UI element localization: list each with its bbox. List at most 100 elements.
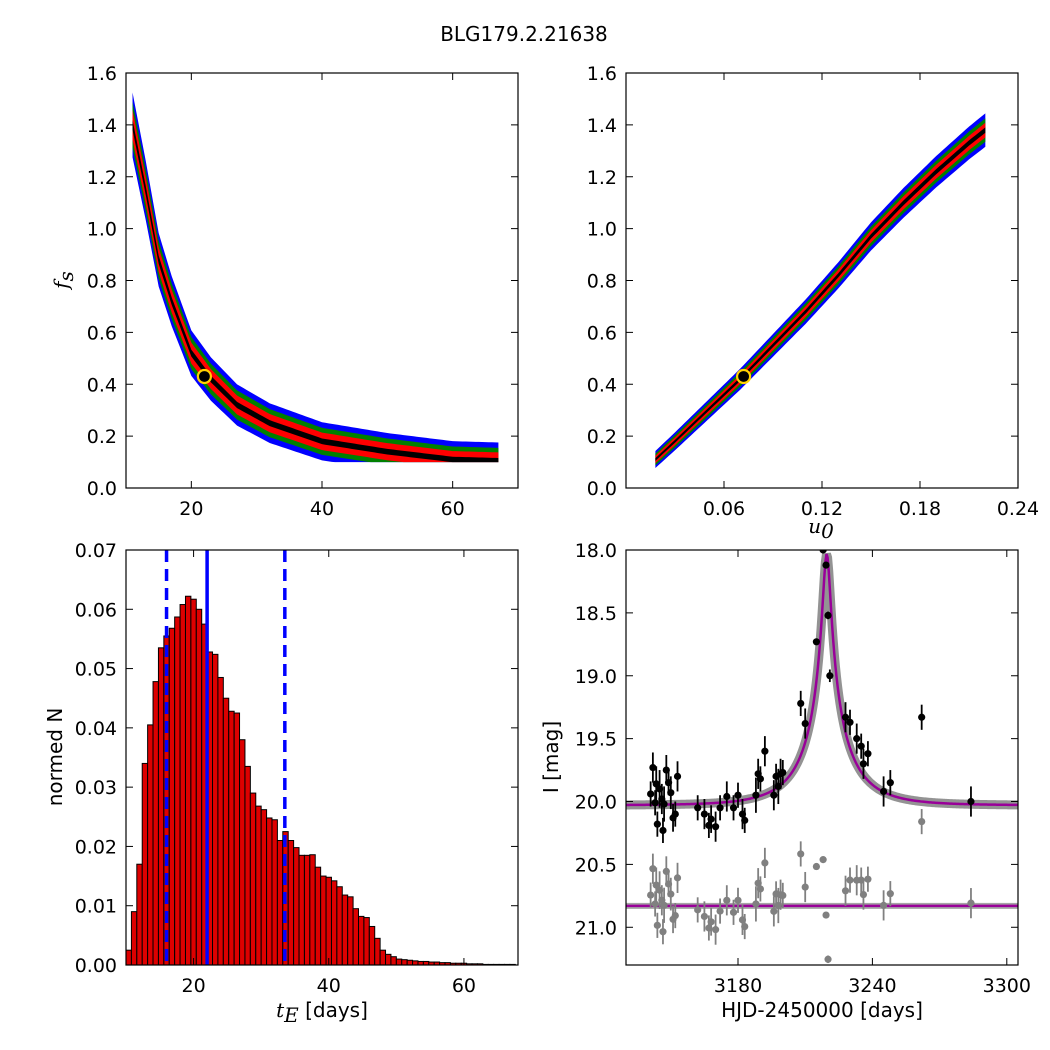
residual-point bbox=[761, 859, 769, 867]
x-tick-label: 20 bbox=[181, 975, 205, 997]
x-tick-label: 3180 bbox=[714, 975, 762, 997]
residual-point bbox=[723, 896, 731, 904]
histogram-bar bbox=[336, 886, 343, 966]
histogram-bar bbox=[184, 595, 192, 966]
histogram-bar bbox=[298, 854, 305, 966]
histogram-bar bbox=[266, 817, 273, 966]
data-point bbox=[779, 768, 787, 777]
y-tick-label: 1.6 bbox=[587, 63, 617, 85]
panel-tE-histogram: 20 40 60 0.00 0.01 0.02 0.03 0.04 0.05 0.06 0.07 no… bbox=[43, 540, 519, 1027]
x-tick-label: 40 bbox=[317, 975, 341, 997]
residual-point bbox=[918, 817, 926, 826]
data-point bbox=[673, 772, 682, 780]
y-tick-label: 0.4 bbox=[587, 374, 617, 396]
residual-point bbox=[660, 901, 668, 909]
data-point bbox=[671, 810, 679, 818]
data-point bbox=[659, 826, 667, 835]
y-tick-label: 0.0 bbox=[587, 478, 617, 500]
data-point bbox=[752, 791, 760, 799]
residual-point bbox=[647, 891, 655, 899]
y-tick-label: 0.6 bbox=[587, 322, 617, 344]
data-point bbox=[734, 791, 742, 799]
posterior-mid bbox=[132, 101, 499, 463]
histogram-bar bbox=[125, 949, 132, 966]
residual-point bbox=[819, 856, 827, 864]
y-tick-label: 19.5 bbox=[575, 729, 617, 751]
y-axis-label: I [mag] bbox=[539, 721, 563, 793]
data-point bbox=[667, 789, 675, 797]
y-tick-label: 1.0 bbox=[587, 219, 617, 241]
residual-point bbox=[770, 907, 778, 915]
posterior-core bbox=[655, 127, 986, 461]
data-point bbox=[918, 713, 926, 721]
residual-point bbox=[734, 896, 742, 904]
y-tick-label: 0.4 bbox=[87, 374, 117, 396]
histogram-bar bbox=[293, 847, 300, 966]
x-tick-label: 60 bbox=[452, 975, 476, 997]
residual-point bbox=[651, 900, 659, 908]
histogram-bar bbox=[228, 710, 235, 966]
histogram-bar bbox=[179, 604, 186, 966]
data-point bbox=[967, 797, 975, 806]
y-axis-label: fs bbox=[49, 271, 78, 291]
posterior-inner bbox=[132, 110, 499, 463]
data-point bbox=[801, 719, 809, 728]
y-tick-label: 18.0 bbox=[575, 540, 617, 562]
x-axis-label: HJD-2450000 [days] bbox=[721, 998, 923, 1022]
panel-fs-vs-u0: 0.06 0.12 0.18 0.24 0.0 0.2 0.4 0.6 0.8 1.0 1.2 1.4… bbox=[587, 63, 1039, 543]
histogram-bar bbox=[287, 840, 295, 966]
y-tick-label: 20.5 bbox=[575, 854, 617, 876]
data-point bbox=[729, 804, 738, 812]
data-point bbox=[700, 810, 709, 818]
data-point bbox=[880, 787, 888, 796]
residual-point bbox=[671, 911, 679, 920]
histogram-bar bbox=[168, 627, 176, 966]
axes-frame bbox=[625, 549, 1019, 966]
x-tick-label: 0.24 bbox=[997, 498, 1039, 520]
histogram-bar bbox=[406, 959, 414, 966]
y-tick-label: 0.06 bbox=[75, 599, 117, 621]
histogram-bar bbox=[390, 956, 397, 966]
x-tick-label: 60 bbox=[441, 498, 465, 520]
posterior-outer bbox=[132, 92, 499, 463]
y-tick-label: 0.05 bbox=[75, 659, 117, 681]
histogram-bar bbox=[363, 917, 370, 966]
data-point bbox=[694, 804, 702, 812]
y-tick-label: 1.0 bbox=[87, 219, 117, 241]
x-tick-label: 0.18 bbox=[899, 498, 941, 520]
histogram-bar bbox=[157, 647, 165, 966]
y-tick-label: 20.0 bbox=[575, 792, 617, 814]
data-point bbox=[826, 672, 834, 680]
data-point bbox=[886, 779, 894, 787]
y-tick-label: 18.5 bbox=[575, 603, 617, 625]
best-fit-marker bbox=[735, 368, 752, 385]
histogram-bar bbox=[190, 598, 197, 966]
residual-point bbox=[712, 926, 720, 934]
y-axis-label: normed N bbox=[43, 708, 67, 807]
histogram-bar bbox=[222, 697, 230, 966]
histogram-bar bbox=[357, 915, 365, 966]
x-tick-label: 0.06 bbox=[703, 498, 745, 520]
y-tick-label: 1.2 bbox=[87, 167, 117, 189]
residual-point bbox=[707, 918, 715, 926]
histogram-bar bbox=[330, 880, 338, 966]
data-point bbox=[660, 800, 668, 808]
histogram-bar bbox=[401, 959, 408, 966]
x-tick-label: 3300 bbox=[983, 975, 1031, 997]
data-point bbox=[653, 820, 661, 828]
data-point bbox=[712, 823, 720, 831]
histogram-bar bbox=[276, 840, 284, 966]
y-tick-label: 1.6 bbox=[87, 63, 117, 85]
histogram-bar bbox=[395, 958, 403, 966]
y-tick-label: 0.01 bbox=[75, 896, 117, 918]
histogram-bar bbox=[271, 819, 278, 966]
best-fit-marker bbox=[196, 368, 212, 385]
histogram-bar bbox=[136, 863, 143, 966]
residual-point bbox=[812, 862, 821, 871]
y-tick-label: 0.0 bbox=[87, 478, 117, 500]
data-point bbox=[651, 799, 659, 807]
axes-frame bbox=[125, 549, 519, 966]
data-point bbox=[812, 638, 821, 646]
panel-fs-vs-tE: 20 40 60 0.0 0.2 0.4 0.6 0.8 1.0 1.2 1.4 1.6 fs bbox=[49, 63, 519, 520]
histogram-bar bbox=[217, 676, 224, 966]
